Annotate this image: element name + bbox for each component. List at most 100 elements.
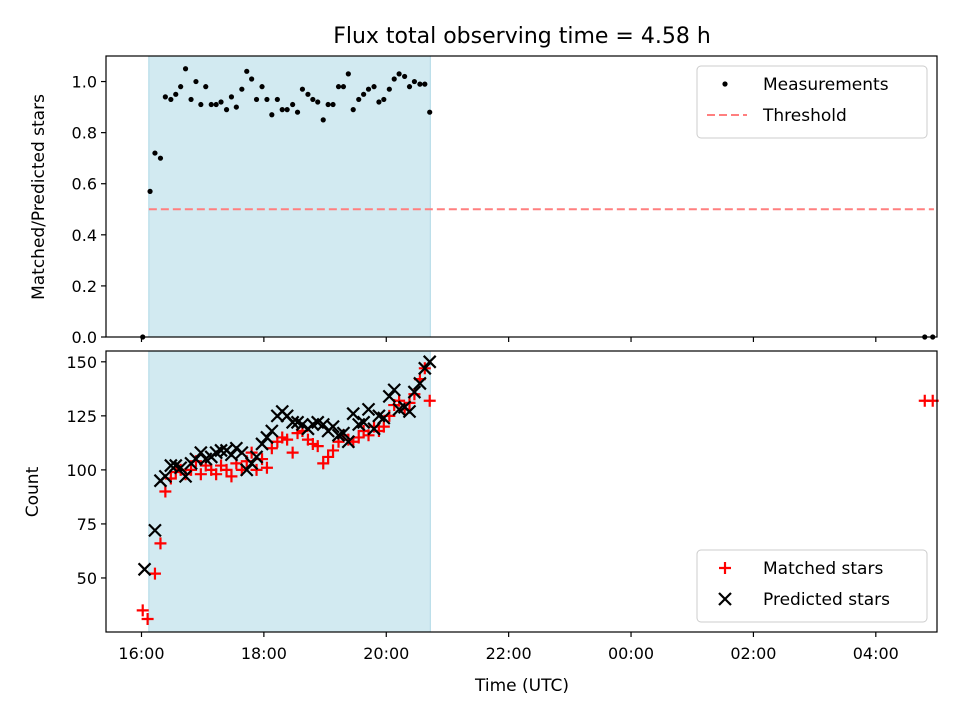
x-tick-label: 20:00	[363, 644, 409, 663]
data-point	[281, 433, 294, 446]
data-point	[168, 96, 174, 103]
data-point	[194, 445, 208, 460]
legend-count: Matched stars Predicted stars	[696, 549, 928, 623]
legend-label: Matched stars	[763, 559, 883, 579]
x-axis-label: Matched/Predicted stars	[29, 94, 49, 300]
data-point	[265, 424, 279, 438]
y-tick-label: 1.0	[72, 73, 97, 92]
legend-label: Measurements	[763, 75, 889, 95]
data-point	[408, 388, 421, 401]
observation-span-count	[148, 350, 431, 633]
data-point	[330, 101, 336, 108]
data-point	[228, 94, 235, 100]
data-point	[341, 435, 356, 449]
data-point	[269, 112, 275, 118]
data-point	[361, 91, 367, 97]
data-point	[294, 109, 301, 115]
data-point	[356, 96, 362, 103]
data-point	[340, 84, 347, 90]
data-point	[220, 463, 233, 476]
data-point	[418, 361, 432, 376]
data-point	[157, 155, 164, 161]
data-point	[310, 96, 316, 103]
data-point	[158, 469, 173, 484]
data-point	[391, 76, 397, 82]
legend-ratio: Measurements Threshold	[696, 65, 928, 139]
legend-box	[696, 65, 928, 139]
data-point	[326, 419, 340, 434]
data-point	[335, 84, 342, 90]
data-point	[189, 452, 203, 466]
data-point	[299, 86, 306, 92]
data-point	[208, 101, 214, 108]
legend-label: Threshold	[762, 106, 847, 126]
data-point	[203, 84, 209, 90]
y-tick-label: 100	[66, 461, 97, 480]
plot-frame-ratio	[105, 55, 938, 338]
y-tick-label: 0.2	[72, 277, 97, 296]
data-point	[345, 71, 351, 77]
data-point	[214, 443, 228, 458]
data-point	[423, 394, 436, 407]
data-point	[407, 385, 422, 399]
data-point	[305, 91, 311, 97]
data-point	[422, 355, 437, 369]
y-axis-label-count: Count	[23, 466, 43, 517]
data-point	[315, 99, 321, 105]
data-point	[260, 461, 273, 474]
data-point	[244, 68, 250, 74]
data-point	[396, 71, 402, 77]
y-tick-label: 150	[66, 353, 97, 372]
data-point	[406, 84, 413, 90]
data-point	[279, 107, 285, 113]
data-point	[148, 567, 161, 580]
data-point	[327, 444, 340, 457]
data-point	[325, 101, 331, 108]
data-point	[198, 101, 204, 108]
data-point	[159, 485, 172, 498]
data-point	[182, 66, 189, 72]
data-point	[253, 96, 260, 103]
y-tick-label: 75	[77, 515, 97, 534]
data-point	[148, 523, 162, 538]
y-tick-label: 0.6	[72, 175, 97, 194]
data-point	[427, 109, 433, 115]
data-point	[382, 389, 397, 404]
y-tick-label: 125	[66, 407, 97, 426]
data-point	[260, 430, 274, 445]
data-point	[194, 468, 207, 481]
x-tick-label: 22:00	[486, 644, 532, 663]
data-point	[173, 91, 179, 97]
x-tick-label: 18:00	[241, 644, 287, 663]
series-predicted-stars	[137, 355, 437, 577]
legend-swatch	[719, 562, 731, 574]
series-measurements	[140, 66, 936, 340]
data-point	[376, 99, 382, 105]
data-point	[417, 81, 423, 87]
data-point	[250, 463, 263, 476]
legend-swatch	[718, 592, 732, 606]
data-point	[402, 404, 417, 419]
data-point	[352, 431, 365, 444]
data-point	[356, 415, 371, 430]
data-point	[284, 107, 290, 113]
data-point	[137, 562, 152, 577]
data-point	[239, 86, 245, 92]
data-point	[147, 188, 153, 194]
data-point	[402, 73, 408, 80]
legend-box	[696, 549, 928, 623]
data-point	[223, 107, 230, 113]
x-tick-label: 04:00	[853, 644, 899, 663]
data-point	[365, 86, 372, 92]
legend-swatch	[722, 81, 728, 87]
data-point	[371, 84, 377, 90]
y-tick-label: 0.4	[72, 226, 97, 245]
data-point	[218, 99, 224, 105]
data-point	[377, 420, 390, 433]
data-point	[249, 76, 255, 82]
data-point	[413, 376, 427, 391]
data-point	[381, 96, 387, 103]
data-point	[249, 450, 264, 464]
data-point	[386, 86, 392, 92]
